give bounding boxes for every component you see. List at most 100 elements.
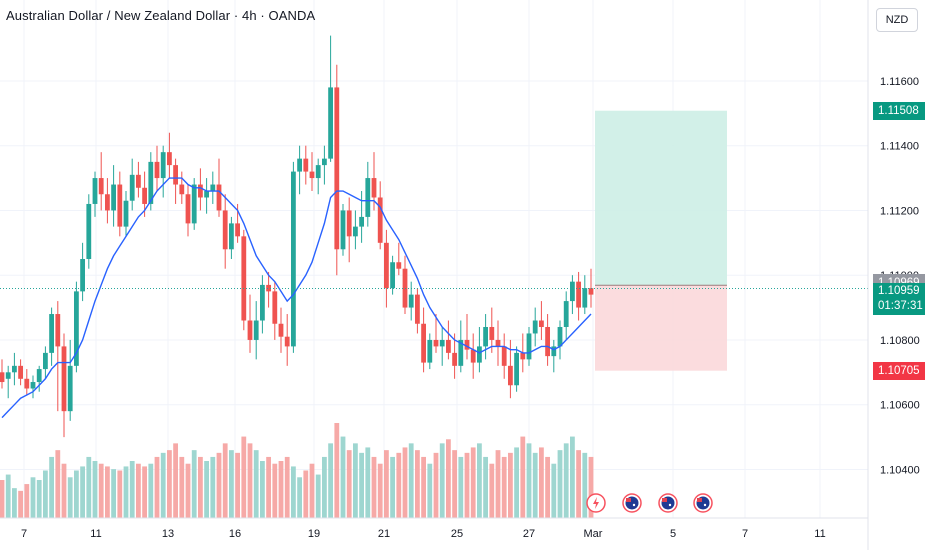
candle-body	[588, 288, 594, 295]
x-tick-label: 27	[523, 528, 535, 540]
volume-bar	[309, 463, 315, 518]
volume-bar	[222, 443, 228, 518]
candle-body	[315, 165, 321, 179]
candle-body	[191, 184, 197, 224]
candle-body	[129, 174, 135, 201]
candle-body	[210, 184, 216, 192]
volume-bar	[508, 452, 513, 518]
volume-bar	[526, 443, 532, 518]
x-tick-label: 11	[814, 528, 825, 540]
y-tick-label: 1.10600	[880, 400, 920, 412]
volume-bar	[402, 447, 408, 518]
volume-bar	[284, 456, 290, 518]
volume-bar	[241, 436, 247, 518]
volume-bar	[340, 436, 346, 518]
volume-bar	[458, 456, 464, 518]
candle-body	[216, 184, 222, 211]
volume-bar	[12, 488, 17, 518]
volume-bar	[545, 456, 550, 518]
candle-body	[123, 200, 129, 227]
volume-bar	[30, 477, 36, 518]
candle-body	[179, 184, 185, 195]
volume-bar	[328, 443, 333, 518]
candle-body	[297, 158, 302, 172]
volume-bar	[235, 452, 240, 518]
candle-body	[142, 187, 147, 204]
volume-bar	[551, 463, 557, 518]
volume-bar	[371, 456, 377, 518]
volume-bar	[297, 477, 302, 518]
volume-bar	[191, 450, 197, 518]
candle-body	[452, 352, 457, 366]
candle-body	[105, 194, 110, 211]
volume-bar	[570, 436, 575, 518]
au-flag-icon-union	[626, 498, 631, 502]
symbol-title[interactable]: Australian Dollar / New Zealand Dollar ·…	[6, 8, 316, 23]
candle-body	[117, 184, 123, 227]
volume-bar	[49, 456, 54, 518]
candle-body	[582, 288, 588, 308]
volume-bar	[117, 470, 123, 518]
volume-bar	[334, 423, 340, 518]
volume-bar	[520, 436, 526, 518]
x-tick-label: 25	[451, 528, 463, 540]
volume-bar	[55, 450, 61, 518]
candle-body	[198, 184, 203, 198]
volume-bar	[433, 452, 439, 518]
candle-body	[253, 320, 259, 340]
candle-body	[563, 301, 569, 327]
volume-bar	[198, 456, 203, 518]
candle-body	[470, 349, 476, 363]
loss-zone	[595, 285, 727, 371]
candle-body	[185, 194, 191, 224]
x-tick-label: 5	[670, 528, 676, 540]
volume-bar	[452, 450, 457, 518]
candle-body	[570, 281, 575, 302]
volume-bar	[204, 461, 209, 518]
volume-bar	[5, 474, 11, 518]
volume-bar	[291, 466, 296, 518]
candle-body	[477, 346, 482, 363]
y-tick-label: 1.10800	[880, 335, 920, 347]
stop-price-tag: 1.10705	[873, 361, 925, 380]
candle-body	[229, 223, 234, 250]
volume-bar	[229, 450, 234, 518]
volume-bar	[346, 450, 352, 518]
candle-body	[291, 171, 296, 347]
volume-bar	[136, 463, 141, 518]
candle-body	[278, 323, 284, 337]
target-price-tag: 1.11508	[873, 101, 925, 120]
candle-body	[154, 161, 160, 179]
y-tick-label: 1.11200	[880, 205, 919, 217]
candle-body	[36, 369, 42, 383]
volume-bar	[253, 450, 259, 518]
volume-bar	[160, 452, 166, 518]
candle-body	[61, 346, 67, 412]
candle-body	[526, 333, 532, 360]
volume-bar	[179, 456, 185, 518]
candle-body	[408, 294, 414, 308]
volume-bar	[266, 456, 271, 518]
volume-bar	[173, 443, 178, 518]
volume-bar	[216, 452, 222, 518]
candle-body	[303, 158, 309, 172]
currency-label[interactable]: NZD	[876, 8, 918, 32]
volume-bar	[532, 452, 538, 518]
volume-bar	[303, 470, 309, 518]
candle-body	[5, 372, 11, 379]
candle-body	[235, 223, 240, 237]
candle-body	[272, 291, 278, 324]
candle-body	[247, 320, 253, 340]
volume-bar	[557, 450, 563, 518]
candle-body	[204, 191, 209, 198]
volume-bar	[123, 466, 129, 518]
x-tick-label: 19	[308, 528, 320, 540]
candle-body	[12, 365, 17, 373]
volume-bar	[272, 463, 278, 518]
volume-bar	[18, 490, 23, 518]
candle-body	[322, 158, 327, 166]
candle-body	[539, 320, 544, 327]
volume-bar	[446, 439, 451, 518]
